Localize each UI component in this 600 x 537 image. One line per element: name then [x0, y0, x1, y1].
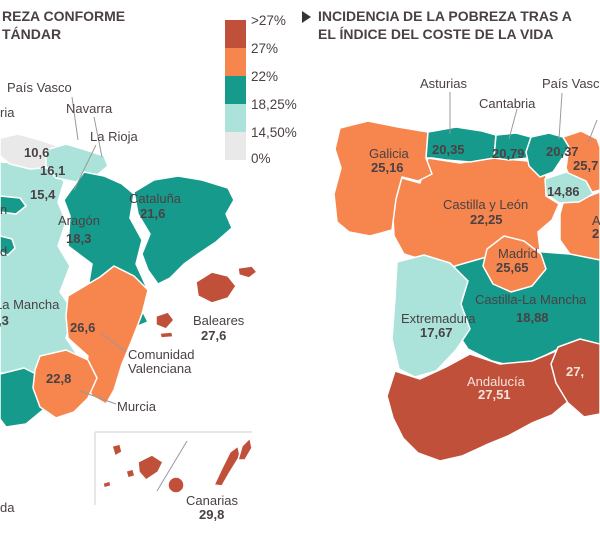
- label-left-fragment-n: n: [0, 202, 8, 217]
- value-left-la-mancha-fragment: ,3: [0, 313, 9, 328]
- label-right-aragon-fragment: A: [592, 213, 600, 228]
- value-right-pais-vasco: 20,37: [546, 144, 579, 159]
- value-right-castilla-la-mancha: 18,88: [516, 310, 549, 325]
- region-right-galicia: [333, 120, 433, 237]
- value-left-aragon: 18,3: [66, 231, 92, 246]
- label-left-la-rioja: La Rioja: [90, 129, 138, 144]
- island-la-gomera: [125, 468, 136, 479]
- legend-label-gt27: >27%: [251, 13, 286, 28]
- value-left-canarias: 29,8: [199, 507, 225, 522]
- right-map-title-line1: INCIDENCIA DE LA POBREZA TRAS A: [318, 8, 572, 24]
- value-right-castilla-y-leon: 22,25: [470, 212, 503, 227]
- value-left-pais-vasco: 10,6: [24, 145, 50, 160]
- label-left-la-mancha-fragment: La Mancha: [0, 297, 60, 312]
- island-el-hierro: [102, 480, 112, 489]
- island-la-palma: [111, 443, 123, 457]
- value-right-cantabria: 20,79: [492, 146, 525, 161]
- value-right-murcia-fragment: 27,: [566, 364, 585, 379]
- label-left-baleares: Baleares: [193, 313, 245, 328]
- value-left-valenciana: 26,6: [70, 320, 96, 335]
- region-left-cataluna: [133, 175, 235, 285]
- island-ibiza: [155, 311, 175, 330]
- legend-label-22: 22%: [251, 69, 279, 84]
- label-right-andalucia: Andalucía: [467, 374, 525, 389]
- region-right-extremadura: [391, 254, 471, 378]
- value-left-murcia: 22,8: [46, 371, 72, 386]
- region-right-pais-vasco: [525, 132, 570, 178]
- legend-label-1825: 18,25%: [251, 97, 297, 112]
- region-right-asturias: [425, 126, 497, 163]
- region-right-andalucia: [386, 350, 582, 462]
- value-right-andalucia: 27,51: [478, 387, 511, 402]
- label-left-fragment-da: da: [0, 500, 15, 515]
- label-left-pais-vasco: País Vasco: [7, 80, 72, 95]
- label-left-cataluna: Cataluña: [129, 191, 182, 206]
- label-left-fragment-d: d: [0, 244, 8, 259]
- label-left-valenciana-line1: Comunidad: [128, 347, 195, 362]
- left-map-title-line1: REZA CONFORME: [2, 8, 126, 24]
- label-right-madrid: Madrid: [498, 246, 538, 261]
- region-right-murcia: [550, 338, 600, 418]
- legend-swatches: [225, 20, 246, 160]
- region-left-murcia: [32, 349, 98, 419]
- section-marker-icon: [302, 11, 311, 23]
- island-formentera: [159, 331, 174, 339]
- legend-label-1450: 14,50%: [251, 125, 297, 140]
- label-left-aragon: Aragón: [58, 213, 100, 228]
- left-map-title-line2: TÁNDAR: [2, 26, 62, 42]
- island-menorca: [237, 265, 258, 279]
- label-right-castilla-y-leon: Castilla y León: [443, 197, 529, 212]
- value-right-navarra-fragment: 25,7: [573, 158, 599, 173]
- value-right-extremadura: 17,67: [420, 325, 453, 340]
- right-map-title-line2: EL ÍNDICE DEL COSTE DE LA VIDA: [318, 26, 554, 42]
- label-right-extremadura: Extremadura: [401, 311, 476, 326]
- value-left-baleares: 27,6: [201, 328, 227, 343]
- island-lanzarote: [237, 437, 253, 461]
- value-right-madrid: 25,65: [496, 260, 529, 275]
- leader-lines: [71, 92, 598, 405]
- region-right-aragon: [559, 191, 600, 261]
- label-left-cantabria-fragment: ria: [0, 105, 15, 120]
- region-right-madrid: [482, 235, 547, 293]
- legend-label-0: 0%: [251, 151, 271, 166]
- region-right-la-rioja: [544, 171, 594, 204]
- value-right-la-rioja: 14,86: [547, 184, 580, 199]
- value-right-aragon-fragment: 2: [592, 226, 600, 241]
- value-left-navarra: 16,1: [40, 163, 66, 178]
- label-right-pais-vasco: País Vasco: [542, 76, 600, 91]
- value-right-galicia: 25,16: [371, 160, 404, 175]
- region-left-edge-fragment-a: [0, 195, 27, 215]
- label-right-castilla-la-mancha: Castilla-La Mancha: [475, 292, 587, 307]
- island-fuerteventura: [213, 445, 241, 487]
- label-right-asturias: Asturias: [420, 76, 467, 91]
- value-right-asturias: 20,35: [432, 142, 465, 157]
- island-mallorca: [195, 271, 237, 304]
- value-left-la-rioja: 15,4: [30, 187, 56, 202]
- canarias-inset-frame: [94, 431, 252, 505]
- label-right-cantabria: Cantabria: [479, 96, 536, 111]
- label-left-navarra: Navarra: [66, 101, 113, 116]
- island-gran-canaria: [167, 476, 185, 494]
- region-left-navarra: [45, 143, 109, 183]
- legend-label-27: 27%: [251, 41, 279, 56]
- value-left-cataluna: 21,6: [140, 206, 166, 221]
- label-left-murcia: Murcia: [117, 399, 157, 414]
- label-left-canarias: Canarias: [186, 493, 239, 508]
- label-right-galicia: Galicia: [369, 146, 409, 161]
- island-tenerife: [137, 454, 164, 481]
- label-left-valenciana-line2: Valenciana: [128, 361, 192, 376]
- region-left-edge-fragment-b: [0, 235, 16, 256]
